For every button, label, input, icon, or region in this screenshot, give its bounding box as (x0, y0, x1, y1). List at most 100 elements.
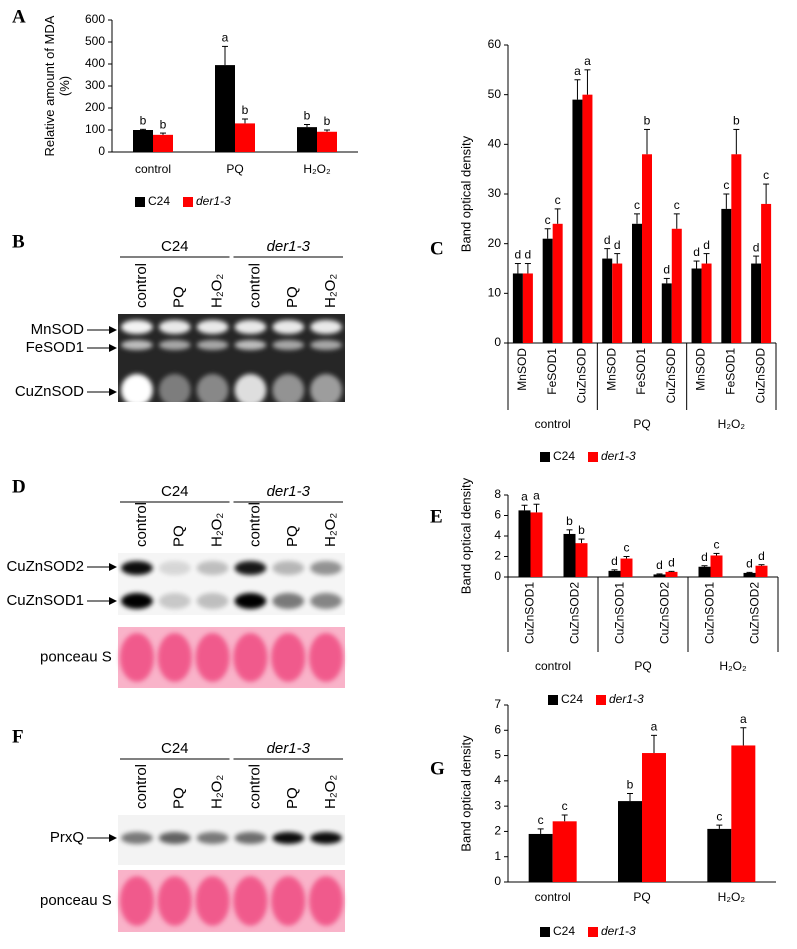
x-tick-label: FeSOD1 (545, 348, 559, 395)
y-tick-label: 30 (488, 186, 502, 200)
bar (518, 510, 531, 577)
significance-letter: b (140, 114, 147, 128)
band-label: MnSOD (31, 321, 85, 338)
y-tick-label: 1 (494, 849, 501, 863)
blot-band (234, 593, 267, 609)
blot-band (234, 561, 267, 575)
significance-letter: b (627, 778, 634, 792)
lane-label: PQ (284, 525, 301, 547)
significance-letter: d (614, 238, 621, 252)
bar (698, 566, 711, 577)
y-tick-label: 6 (494, 722, 501, 736)
bar (691, 268, 702, 343)
y-tick-label: 0 (98, 144, 105, 158)
blot-band (234, 374, 267, 406)
x-tick-label: CuZnSOD1 (523, 582, 537, 644)
lane-label: H₂O₂ (322, 513, 339, 547)
blot-band (310, 340, 342, 350)
significance-letter: d (746, 557, 753, 571)
y-axis-label: Band optical density (458, 135, 473, 252)
legend-label: C24 (148, 194, 170, 208)
stain-band (309, 876, 344, 926)
lane-label: PQ (171, 787, 188, 809)
legend-swatch (588, 927, 598, 937)
x-tick-label: control (535, 890, 571, 904)
x-tick-label: control (135, 162, 171, 176)
x-tick-label: PQ (633, 890, 650, 904)
blot-band (121, 832, 153, 844)
blot-band (196, 374, 229, 406)
y-tick-label: 20 (488, 236, 502, 250)
stain-band (233, 876, 268, 926)
blot-band (234, 320, 267, 334)
blot-band (158, 832, 191, 844)
significance-letter: b (304, 109, 311, 123)
lane-label: PQ (171, 525, 188, 547)
significance-letter: d (525, 248, 532, 262)
bar (721, 208, 732, 343)
bar (661, 283, 672, 343)
genotype-label: der1-3 (267, 740, 311, 757)
y-tick-label: 400 (85, 56, 105, 70)
y-tick-label: 5 (494, 748, 501, 762)
significance-letter: c (624, 541, 630, 555)
lane-label: H₂O₂ (209, 513, 226, 547)
y-tick-label: 4 (494, 773, 501, 787)
x-tick-label: CuZnSOD1 (613, 582, 627, 644)
legend-label: C24 (561, 692, 583, 706)
legend-label: der1-3 (601, 449, 636, 463)
bar (642, 753, 666, 882)
blot-band (121, 374, 153, 406)
significance-letter: d (703, 238, 710, 252)
blot-band (272, 320, 305, 334)
lane-label: H₂O₂ (209, 775, 226, 809)
significance-letter: d (753, 240, 760, 254)
lane-label: H₂O₂ (322, 274, 339, 308)
band-label: CuZnSOD (15, 383, 84, 400)
panel-letter: D (12, 476, 26, 497)
bar (743, 572, 756, 577)
y-tick-label: 10 (488, 286, 502, 300)
stain-band (195, 876, 230, 926)
legend-swatch (588, 452, 598, 462)
bar (133, 130, 153, 152)
stain-band (195, 633, 230, 682)
blot-band (310, 593, 342, 609)
panel-letter: E (430, 506, 443, 527)
blot-band (196, 593, 229, 609)
lane-label: control (246, 502, 263, 547)
significance-letter: b (566, 514, 573, 528)
lane-label: H₂O₂ (209, 274, 226, 308)
blot-band (196, 561, 229, 575)
lane-label: H₂O₂ (322, 775, 339, 809)
y-tick-label: 3 (494, 798, 501, 812)
stain-band (271, 633, 306, 682)
legend-label: der1-3 (196, 194, 231, 208)
significance-letter: d (515, 248, 522, 262)
genotype-label: C24 (161, 483, 189, 500)
significance-letter: b (324, 114, 331, 128)
significance-letter: a (521, 489, 528, 503)
legend-swatch (135, 197, 145, 207)
y-tick-label: 100 (85, 122, 105, 136)
blot-band (158, 340, 191, 350)
significance-letter: d (668, 556, 675, 570)
panel-letter: B (12, 231, 25, 252)
bar (612, 263, 623, 343)
significance-letter: c (545, 213, 551, 227)
blot-band (158, 374, 191, 406)
significance-letter: d (693, 245, 700, 259)
bar (235, 123, 255, 152)
significance-letter: d (611, 554, 618, 568)
bar (642, 154, 652, 343)
blot-band (196, 832, 229, 844)
x-tick-label: PQ (226, 162, 243, 176)
x-tick-label: MnSOD (515, 348, 529, 391)
y-tick-label: 500 (85, 34, 105, 48)
stain-band (157, 633, 192, 682)
bar (542, 238, 553, 343)
x-tick-label: CuZnSOD (753, 348, 767, 404)
bar (608, 570, 621, 577)
blot-band (158, 561, 191, 575)
